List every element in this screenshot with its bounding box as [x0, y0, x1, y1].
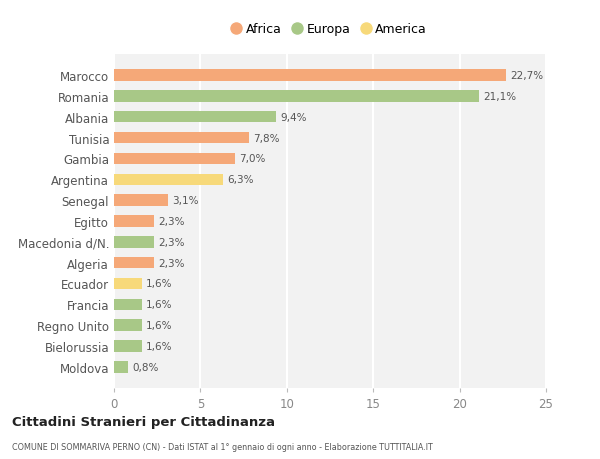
Text: 1,6%: 1,6% — [146, 300, 172, 310]
Legend: Africa, Europa, America: Africa, Europa, America — [228, 18, 432, 41]
Text: COMUNE DI SOMMARIVA PERNO (CN) - Dati ISTAT al 1° gennaio di ogni anno - Elabora: COMUNE DI SOMMARIVA PERNO (CN) - Dati IS… — [12, 442, 433, 451]
Text: 1,6%: 1,6% — [146, 341, 172, 351]
Text: 2,3%: 2,3% — [158, 258, 185, 268]
Bar — [114, 195, 167, 207]
Bar — [114, 174, 223, 185]
Text: 2,3%: 2,3% — [158, 217, 185, 226]
Bar — [114, 91, 479, 102]
Bar — [114, 299, 142, 310]
Bar — [114, 320, 142, 331]
Bar — [114, 112, 277, 123]
Bar — [114, 257, 154, 269]
Text: 9,4%: 9,4% — [281, 112, 307, 123]
Text: 3,1%: 3,1% — [172, 196, 199, 206]
Bar — [114, 361, 128, 373]
Text: 7,0%: 7,0% — [239, 154, 266, 164]
Text: 21,1%: 21,1% — [483, 92, 516, 102]
Text: 1,6%: 1,6% — [146, 320, 172, 330]
Bar — [114, 70, 506, 82]
Text: 6,3%: 6,3% — [227, 175, 254, 185]
Text: 22,7%: 22,7% — [511, 71, 544, 81]
Bar — [114, 236, 154, 248]
Bar — [114, 153, 235, 165]
Bar — [114, 216, 154, 227]
Text: 2,3%: 2,3% — [158, 237, 185, 247]
Bar — [114, 278, 142, 290]
Text: 1,6%: 1,6% — [146, 279, 172, 289]
Bar — [114, 133, 249, 144]
Bar — [114, 341, 142, 352]
Text: 7,8%: 7,8% — [253, 133, 280, 143]
Text: 0,8%: 0,8% — [132, 362, 158, 372]
Text: Cittadini Stranieri per Cittadinanza: Cittadini Stranieri per Cittadinanza — [12, 415, 275, 428]
